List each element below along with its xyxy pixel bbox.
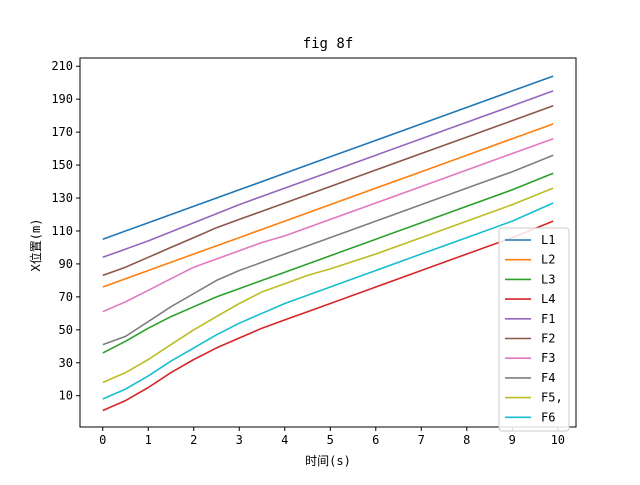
legend-label-7: F4 [541, 371, 555, 385]
x-tick-label: 6 [372, 433, 379, 447]
x-tick-label: 4 [281, 433, 288, 447]
y-tick-label: 110 [51, 224, 73, 238]
plot-lines [102, 75, 554, 412]
y-tick-label: 10 [59, 389, 73, 403]
y-tick-label: 50 [59, 323, 73, 337]
legend-label-8: F5, [541, 391, 563, 405]
series-line-8 [102, 187, 554, 384]
y-tick-label: 150 [51, 158, 73, 172]
x-tick-label: 1 [145, 433, 152, 447]
y-tick-label: 90 [59, 257, 73, 271]
series-line-0 [102, 75, 554, 240]
y-tick-label: 130 [51, 191, 73, 205]
y-axis-label: X位置(m) [28, 219, 43, 272]
legend-label-5: F2 [541, 332, 555, 346]
plot-frame [79, 57, 577, 428]
series-line-1 [102, 123, 554, 288]
legend-label-9: F6 [541, 410, 555, 424]
y-tick-label: 190 [51, 92, 73, 106]
series-line-9 [102, 202, 554, 400]
legend-label-6: F3 [541, 351, 555, 365]
x-tick-label: 9 [509, 433, 516, 447]
x-tick-label: 8 [463, 433, 470, 447]
series-line-6 [102, 137, 554, 313]
legend-label-4: F1 [541, 312, 555, 326]
series-line-4 [102, 90, 554, 259]
legend-label-2: L3 [541, 272, 555, 286]
y-tick-label: 70 [59, 290, 73, 304]
series-line-3 [102, 220, 554, 412]
axes: 0 1 2 3 4 5 6 7 8 9 10 10 30 50 70 90 110 130 150 170 190 210 [51, 57, 577, 447]
y-tick-label: 210 [51, 59, 73, 73]
series-line-5 [102, 105, 554, 277]
legend-label-0: L1 [541, 233, 555, 247]
x-axis-label: 时间(s) [305, 454, 351, 468]
legend: L1 L2 L3 L4 F1 F2 F3 F4 F5, F6 [498, 227, 570, 432]
x-tick-label: 0 [99, 433, 106, 447]
legend-label-3: L4 [541, 292, 555, 306]
chart-title: fig 8f [303, 36, 354, 52]
x-tick-label: 10 [551, 433, 565, 447]
series-line-2 [102, 172, 554, 354]
x-tick-label: 3 [236, 433, 243, 447]
series-line-7 [102, 154, 554, 346]
x-tick-label: 2 [190, 433, 197, 447]
y-tick-label: 170 [51, 125, 73, 139]
y-tick-label: 30 [59, 356, 73, 370]
legend-label-1: L2 [541, 253, 555, 267]
x-tick-label: 5 [327, 433, 334, 447]
x-tick-label: 7 [418, 433, 425, 447]
